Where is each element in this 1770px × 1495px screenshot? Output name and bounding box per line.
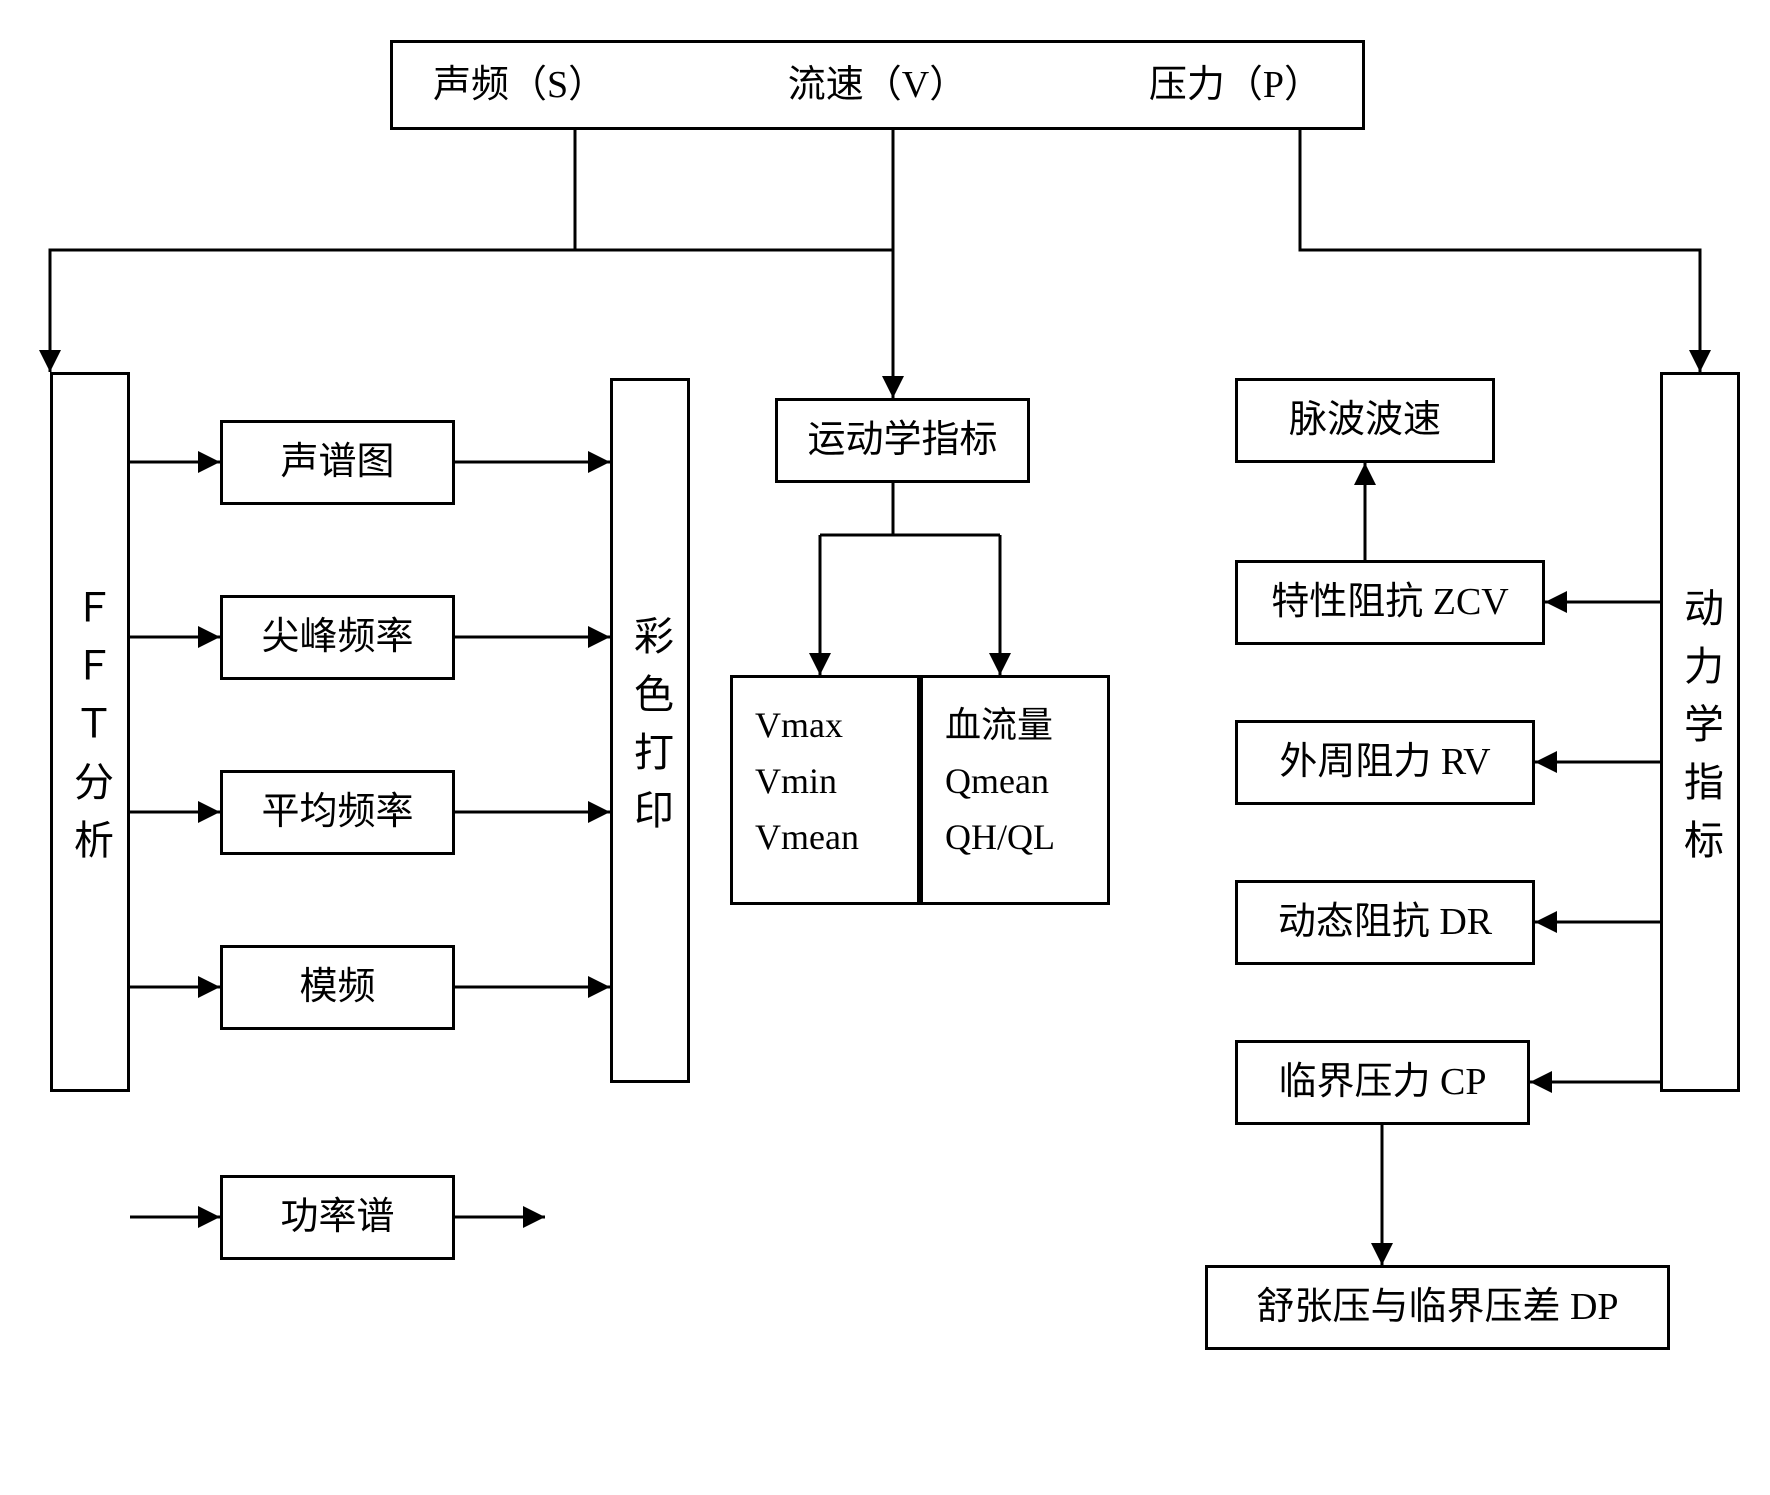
vmax-label: Vmax xyxy=(755,698,859,754)
spectrogram-label: 声谱图 xyxy=(280,433,394,492)
zcv-label: 特性阻抗 ZCV xyxy=(1271,573,1509,632)
dp-label: 舒张压与临界压差 DP xyxy=(1256,1278,1618,1337)
bloodflow-label: 血流量 xyxy=(945,698,1055,754)
input-v-label: 流速（V） xyxy=(788,56,967,115)
mode-freq-box: 模频 xyxy=(220,945,455,1030)
spectrogram-box: 声谱图 xyxy=(220,420,455,505)
dr-box: 动态阻抗 DR xyxy=(1235,880,1535,965)
input-s-label: 声频（S） xyxy=(433,56,606,115)
zcv-box: 特性阻抗 ZCV xyxy=(1235,560,1545,645)
kinematics-left-box: Vmax Vmin Vmean xyxy=(730,675,920,905)
peak-freq-label: 尖峰频率 xyxy=(261,608,413,667)
qhql-label: QH/QL xyxy=(945,810,1055,866)
cp-label: 临界压力 CP xyxy=(1279,1053,1487,1112)
rv-box: 外周阻力 RV xyxy=(1235,720,1535,805)
dr-label: 动态阻抗 DR xyxy=(1278,893,1492,952)
top-inputs-box: 声频（S） 流速（V） 压力（P） xyxy=(390,40,1365,130)
pulse-wave-box: 脉波波速 xyxy=(1235,378,1495,463)
power-spectrum-box: 功率谱 xyxy=(220,1175,455,1260)
vmin-label: Vmin xyxy=(755,754,859,810)
dynamics-title-box: 动力学指标 xyxy=(1660,372,1740,1092)
mode-freq-label: 模频 xyxy=(299,958,375,1017)
fft-analysis-box: ＦＦＴ分析 xyxy=(50,372,130,1092)
kinematics-title-label: 运动学指标 xyxy=(807,411,997,470)
avg-freq-box: 平均频率 xyxy=(220,770,455,855)
avg-freq-label: 平均频率 xyxy=(261,783,413,842)
rv-label: 外周阻力 RV xyxy=(1279,733,1490,792)
power-spectrum-label: 功率谱 xyxy=(280,1188,394,1247)
color-print-label: 彩色打印 xyxy=(621,615,679,847)
kinematics-title-box: 运动学指标 xyxy=(775,398,1030,483)
peak-freq-box: 尖峰频率 xyxy=(220,595,455,680)
kinematics-right-box: 血流量 Qmean QH/QL xyxy=(920,675,1110,905)
dynamics-title-label: 动力学指标 xyxy=(1671,587,1729,877)
dp-box: 舒张压与临界压差 DP xyxy=(1205,1265,1670,1350)
pulse-wave-label: 脉波波速 xyxy=(1289,391,1441,450)
qmean-label: Qmean xyxy=(945,754,1055,810)
vmean-label: Vmean xyxy=(755,810,859,866)
cp-box: 临界压力 CP xyxy=(1235,1040,1530,1125)
fft-analysis-label: ＦＦＴ分析 xyxy=(61,587,119,877)
color-print-box: 彩色打印 xyxy=(610,378,690,1083)
input-p-label: 压力（P） xyxy=(1149,56,1322,115)
